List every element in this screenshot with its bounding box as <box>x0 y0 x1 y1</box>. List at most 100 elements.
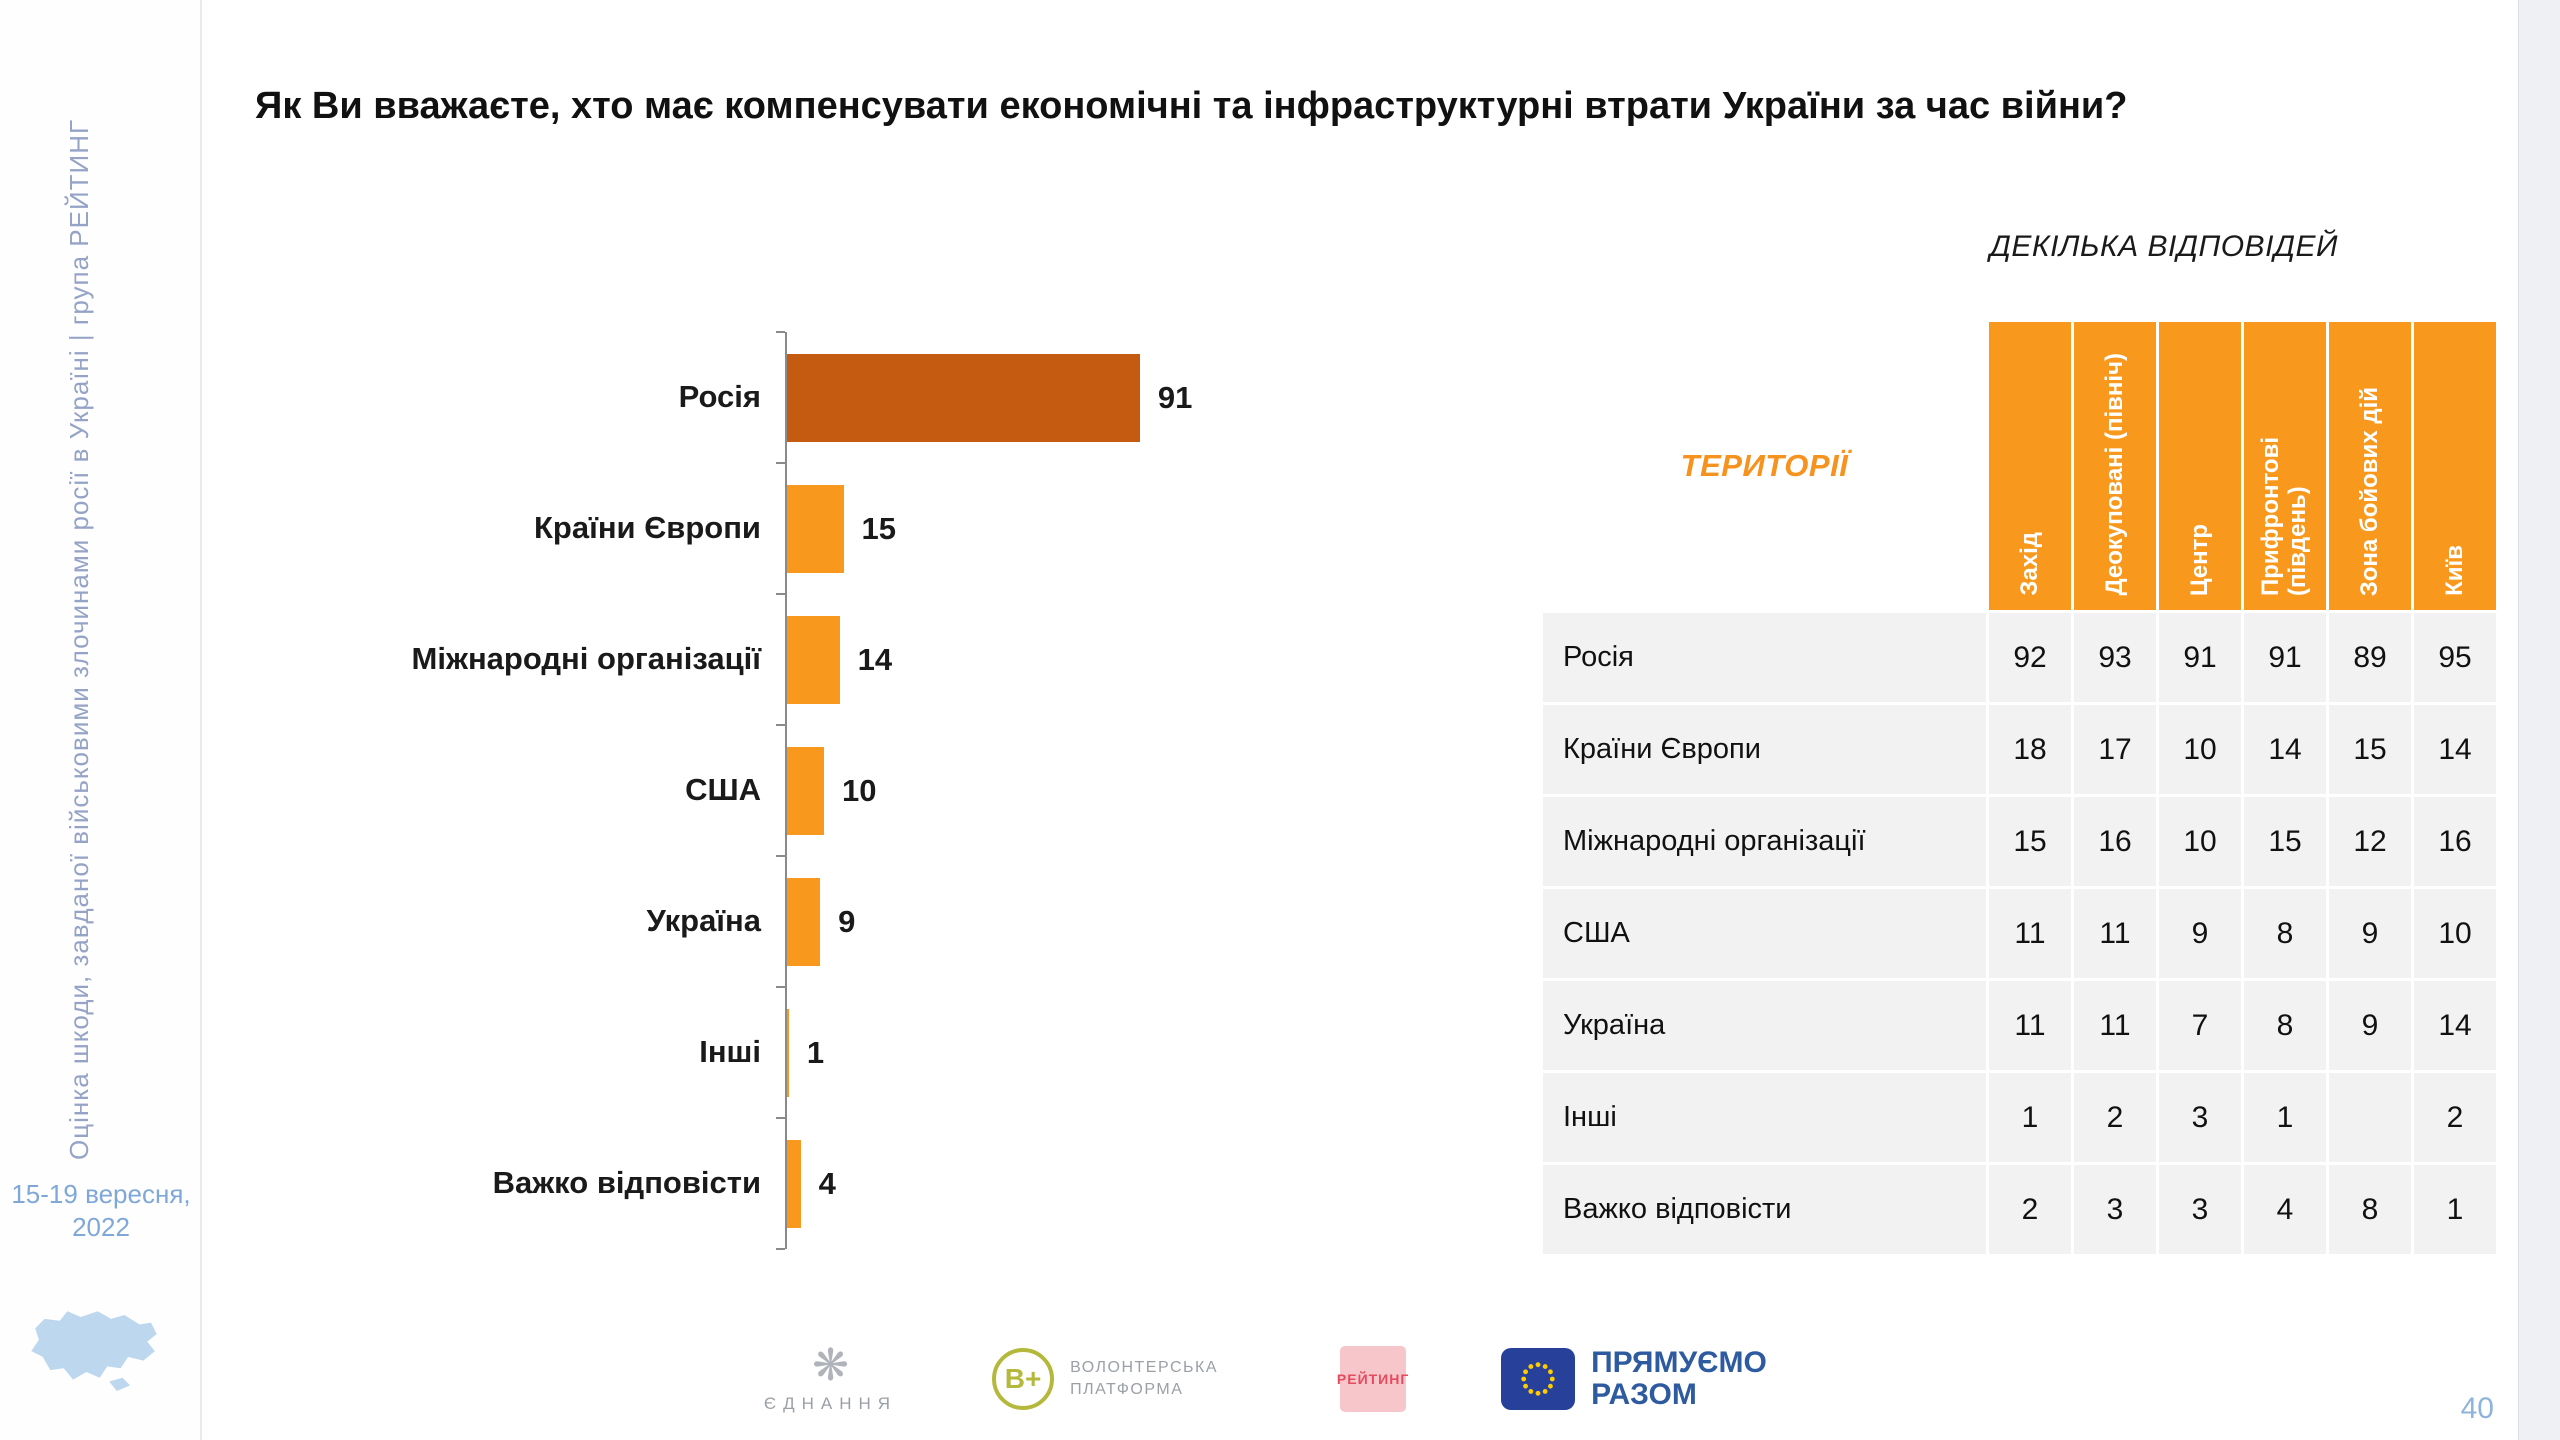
table-cell: 1 <box>2414 1165 2496 1254</box>
chart-bar <box>785 746 824 835</box>
table-cell: 9 <box>2329 981 2411 1070</box>
table-cell: 15 <box>1989 797 2071 886</box>
table-cell: 8 <box>2244 889 2326 978</box>
table-cell: 89 <box>2329 613 2411 702</box>
table-cell: 7 <box>2159 981 2241 1070</box>
eu-flag-icon <box>1501 1348 1576 1410</box>
table-cell: 16 <box>2074 797 2156 886</box>
table-cell: 3 <box>2159 1165 2241 1254</box>
chart-axis-tick <box>776 331 785 333</box>
chart-axis-tick <box>776 855 785 857</box>
table-cell: 95 <box>2414 613 2496 702</box>
territories-label: ТЕРИТОРІЇ <box>1680 448 1849 483</box>
table-cell: 9 <box>2159 889 2241 978</box>
chart-value-label: 91 <box>1157 379 1193 415</box>
chart-bar <box>785 484 844 573</box>
chart-bar <box>785 615 840 704</box>
table-row-label: Інші <box>1543 1073 1986 1162</box>
chart-bar-area: 4 <box>785 1118 836 1249</box>
table-cell: 91 <box>2159 613 2241 702</box>
chart-row: США 10 <box>280 725 1192 856</box>
table-cell: 1 <box>1989 1073 2071 1162</box>
rating-group-label: РЕЙТИНГ <box>1336 1371 1410 1387</box>
table-column-header: Деокуповані (північ) <box>2074 322 2156 610</box>
eu-together-label: ПРЯМУЄМО РАЗОМ <box>1591 1345 1767 1411</box>
table-cell: 15 <box>2329 705 2411 794</box>
chart-category-label: Важко відповісти <box>492 1165 761 1201</box>
table-row-label: Країни Європи <box>1543 705 1986 794</box>
viewer-scrollbar[interactable] <box>2518 0 2560 1440</box>
ukraine-map-icon <box>18 1292 170 1402</box>
table-cell: 3 <box>2159 1073 2241 1162</box>
table-column-header: Захід <box>1989 322 2071 610</box>
chart-axis <box>776 331 787 1250</box>
survey-date: 15-19 вересня, 2022 <box>11 1179 191 1242</box>
chart-value-label: 1 <box>806 1034 825 1070</box>
table-cell: 11 <box>2074 889 2156 978</box>
table-cell: 16 <box>2414 797 2496 886</box>
table-row-label: Важко відповісти <box>1543 1165 1986 1254</box>
dandelion-icon: ❋ <box>812 1340 849 1391</box>
chart-axis-tick <box>776 724 785 726</box>
eu-stars-icon <box>1521 1362 1555 1396</box>
logo-ednannia: ❋ ЄДНАННЯ <box>764 1344 897 1414</box>
chart-bar-area: 1 <box>785 987 824 1118</box>
chart-category-label: Україна <box>646 903 761 939</box>
table-column-header: Київ <box>2414 322 2496 610</box>
table-cell: 10 <box>2414 889 2496 978</box>
table-row-label: Україна <box>1543 981 1986 1070</box>
chart-axis-tick <box>776 462 785 464</box>
chart-row: Країни Європи 15 <box>280 463 1192 594</box>
chart-row: Україна 9 <box>280 856 1192 987</box>
table-cell: 92 <box>1989 613 2071 702</box>
page-title: Як Ви вважаєте, хто має компенсувати еко… <box>255 85 2128 127</box>
chart-row: Інші 1 <box>280 987 1192 1118</box>
chart-category-label: США <box>685 772 761 808</box>
table-cell: 93 <box>2074 613 2156 702</box>
chart-axis-tick <box>776 1117 785 1119</box>
chart-row: Важко відповісти 4 <box>280 1118 1192 1249</box>
logo-rating-group: РЕЙТИНГ <box>1336 1346 1410 1412</box>
chart-category-label: Інші <box>699 1034 761 1070</box>
chart-bar <box>785 353 1140 442</box>
chart-axis-tick <box>776 986 785 988</box>
logo-eu-together: ПРЯМУЄМО РАЗОМ <box>1501 1345 1786 1412</box>
table-cell: 3 <box>2074 1165 2156 1254</box>
table-column-header-text: Зона бойових дій <box>2355 386 2383 596</box>
ukraine-map-svg <box>31 1311 157 1392</box>
table-cell: 11 <box>2074 981 2156 1070</box>
chart-value-label: 9 <box>838 903 856 939</box>
ednannia-label: ЄДНАННЯ <box>763 1394 898 1413</box>
territories-table: ТЕРИТОРІЇ Захід Деокуповані (північ) Центр П… <box>1543 322 2496 1254</box>
table-cell: 17 <box>2074 705 2156 794</box>
sidebar-vertical-title: Оцінка шкоди, завданої військовими злочи… <box>64 118 94 1160</box>
chart-category-label: Країни Європи <box>534 510 761 546</box>
chart-row: Росія 91 <box>280 332 1192 463</box>
table-cell: 2 <box>2414 1073 2496 1162</box>
table-column-header-text: Деокуповані (північ) <box>2100 353 2128 596</box>
table-row-label: Росія <box>1543 613 1986 702</box>
table-corner: ТЕРИТОРІЇ <box>1543 322 1986 610</box>
logo-volunteer-platform: В+ ВОЛОНТЕРСЬКА ПЛАТФОРМА <box>992 1348 1245 1410</box>
table-column-header-text: Київ <box>2440 545 2468 596</box>
chart-bar-area: 9 <box>785 856 855 987</box>
table-column-header-text: Прифронтові (південь) <box>2257 437 2311 596</box>
table-cell: 14 <box>2414 705 2496 794</box>
table-cell: 2 <box>2074 1073 2156 1162</box>
bar-chart: Росія 91 Країни Європи 15 Міжнародні організ… <box>280 331 1192 1250</box>
table-column-header-text: Центр <box>2185 523 2213 596</box>
volunteer-platform-icon: В+ <box>992 1348 1055 1410</box>
chart-axis-tick <box>776 593 785 595</box>
table-cell: 14 <box>2414 981 2496 1070</box>
table-cell: 11 <box>1989 889 2071 978</box>
chart-bar-area: 15 <box>785 463 896 594</box>
table-cell: 4 <box>2244 1165 2326 1254</box>
page-number: 40 <box>2460 1392 2494 1425</box>
chart-row: Міжнародні організації 14 <box>280 594 1192 725</box>
chart-bar <box>785 877 821 966</box>
table-cell: 12 <box>2329 797 2411 886</box>
table-cell: 2 <box>1989 1165 2071 1254</box>
table-column-header-text: Захід <box>2015 532 2043 596</box>
chart-bar <box>785 1139 801 1228</box>
